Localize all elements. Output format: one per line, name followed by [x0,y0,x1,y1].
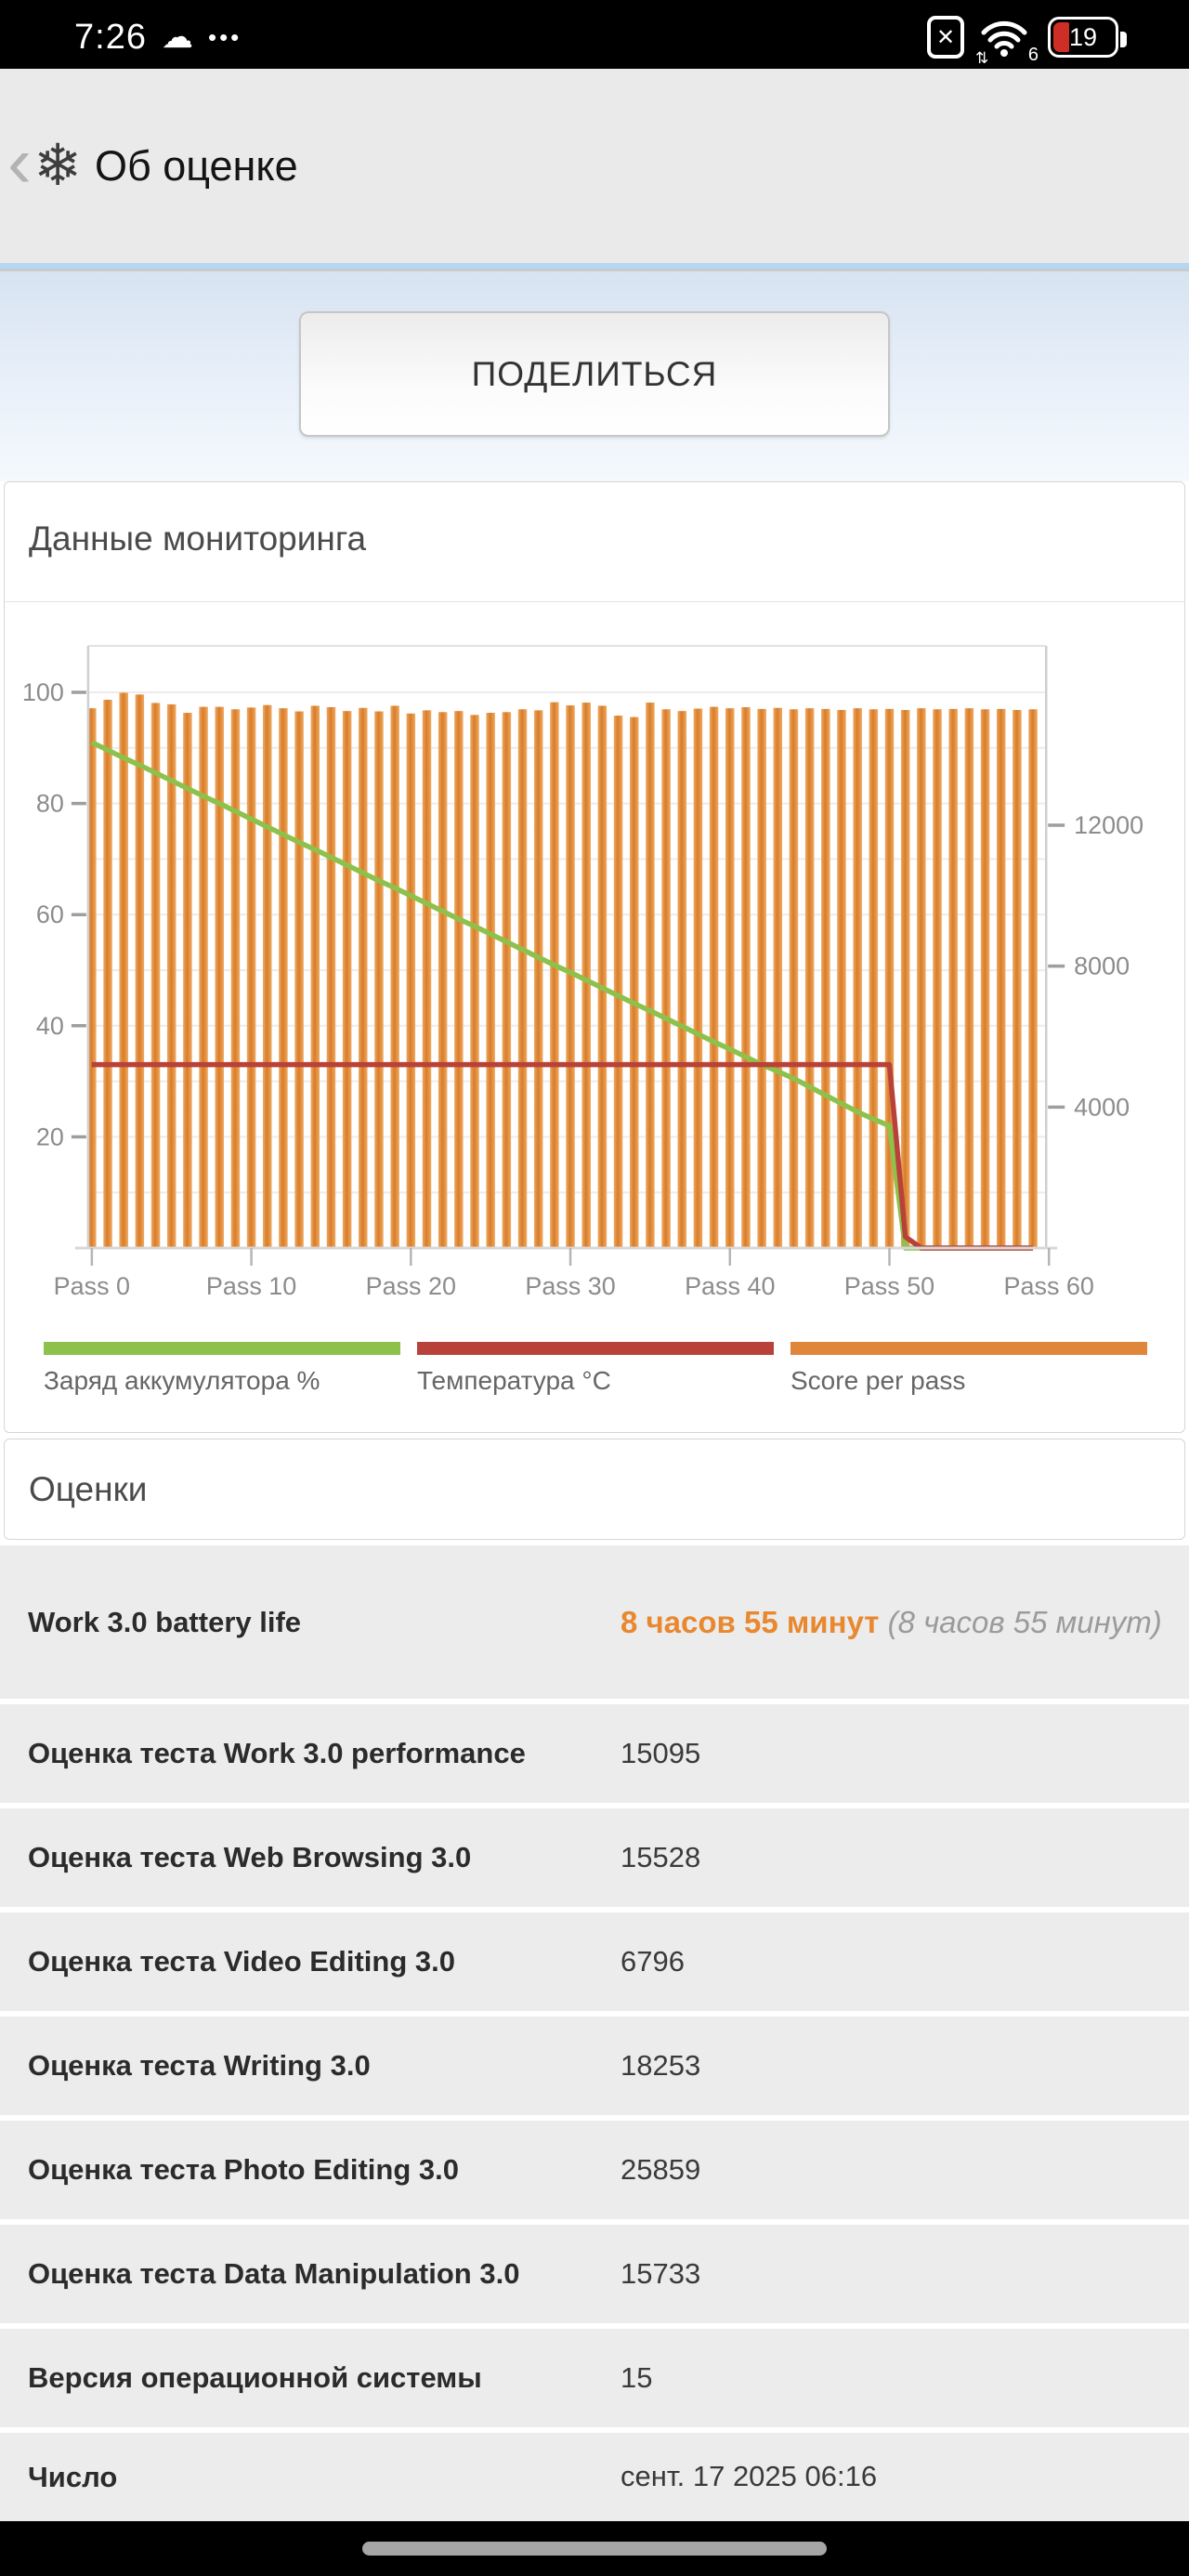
svg-text:20: 20 [36,1123,64,1150]
back-icon[interactable]: ‹ [7,120,32,203]
legend-swatch-temperature [417,1342,774,1355]
svg-text:Pass 60: Pass 60 [1004,1272,1094,1300]
legend-item-battery: Заряд аккумулятора % [44,1342,400,1396]
svg-text:40: 40 [36,1012,64,1040]
battery-life-note: (8 часов 55 минут) [879,1604,1162,1639]
scores-table: Work 3.0 battery life 8 часов 55 минут (… [0,1545,1189,2521]
chart-legend: Заряд аккумулятора % Температура °C Scor… [44,1342,1147,1396]
battery-icon: 19 [1048,17,1127,58]
svg-text:Pass 10: Pass 10 [206,1272,296,1300]
status-bar: 7:26 ☁ ••• ✕ ⇅ 6 19 [0,0,1189,69]
page-title: Об оценке [94,141,298,190]
table-row: Оценка теста Data Manipulation 3.0 15733 [0,2225,1189,2323]
wifi-icon: ⇅ 6 [975,14,1039,67]
table-row: Оценка теста Video Editing 3.0 6796 [0,1912,1189,2011]
svg-text:12000: 12000 [1074,811,1143,839]
weather-cloud-icon: ☁ [161,20,193,55]
svg-text:Pass 40: Pass 40 [685,1272,775,1300]
table-row: Оценка теста Work 3.0 performance 15095 [0,1704,1189,1803]
hero-section: ПОДЕЛИТЬСЯ [0,271,1189,481]
legend-item-score: Score per pass [790,1342,1147,1396]
svg-text:Pass 50: Pass 50 [844,1272,934,1300]
table-row: Версия операционной системы 15 [0,2329,1189,2427]
legend-item-temperature: Температура °C [417,1342,774,1396]
svg-text:Pass 20: Pass 20 [366,1272,456,1300]
svg-text:4000: 4000 [1074,1093,1130,1121]
divider [5,601,1184,602]
svg-text:60: 60 [36,900,64,928]
table-row: Оценка теста Web Browsing 3.0 15528 [0,1808,1189,1907]
svg-text:8000: 8000 [1074,953,1130,980]
table-row: Оценка теста Writing 3.0 18253 [0,2017,1189,2115]
table-row: Число сент. 17 2025 06:16 [0,2433,1189,2521]
svg-text:Pass 0: Pass 0 [54,1272,130,1300]
battery-fill-level [1053,22,1069,52]
table-row: Work 3.0 battery life 8 часов 55 минут (… [0,1545,1189,1699]
more-notifications-icon: ••• [207,22,242,51]
sim-disabled-icon: ✕ [927,16,964,59]
wifi-generation-label: 6 [1027,45,1039,65]
gesture-nav-bar [0,2521,1189,2576]
legend-swatch-score [790,1342,1147,1355]
header-accent-line [0,263,1189,269]
monitoring-card: Данные мониторинга 20 40 60 80 100 4000 8000 12… [4,481,1185,1433]
header-shadow [0,269,1189,271]
scores-card: Оценки [4,1439,1185,1540]
home-indicator[interactable] [362,2542,827,2556]
svg-text:100: 100 [22,678,64,706]
table-row: Оценка теста Photo Editing 3.0 25859 [0,2121,1189,2219]
legend-swatch-battery [44,1342,400,1355]
clock: 7:26 [74,17,147,57]
share-button[interactable]: ПОДЕЛИТЬСЯ [299,311,890,437]
monitoring-chart: 20 40 60 80 100 4000 8000 12000 Pass 0 Pass 10 Pas… [22,645,1143,1300]
app-header: ‹ ❄ Об оценке [0,69,1189,263]
scores-title: Оценки [29,1469,148,1508]
battery-percent-label: 19 [1068,22,1098,51]
wifi-traffic-arrows-icon: ⇅ [975,49,989,67]
svg-text:80: 80 [36,790,64,818]
snowflake-app-icon: ❄ [33,133,82,198]
battery-life-value: 8 часов 55 минут [621,1604,880,1639]
monitoring-title: Данные мониторинга [29,519,367,558]
svg-text:Pass 30: Pass 30 [525,1272,615,1300]
